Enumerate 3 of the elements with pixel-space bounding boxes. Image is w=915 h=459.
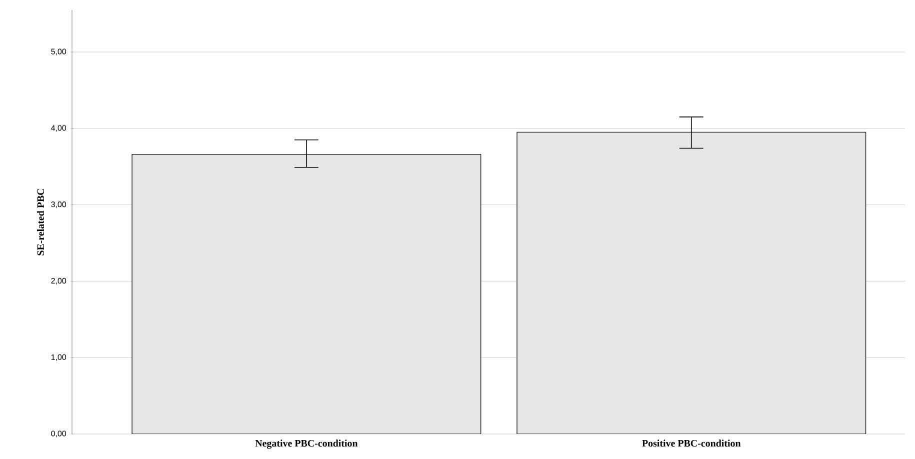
x-tick-label: Positive PBC-condition	[642, 440, 741, 447]
y-axis-title: SE-related PBC	[36, 188, 44, 256]
x-tick-label: Negative PBC-condition	[255, 440, 358, 449]
